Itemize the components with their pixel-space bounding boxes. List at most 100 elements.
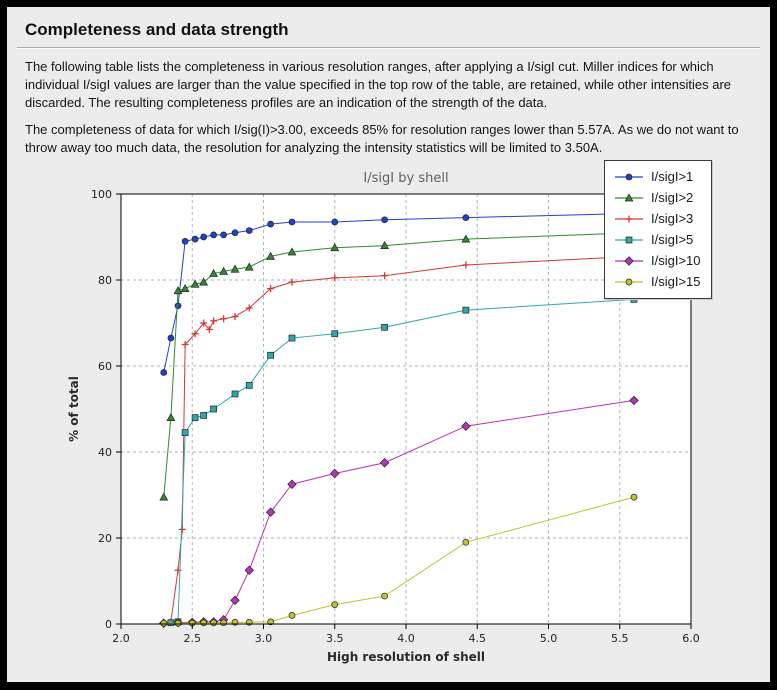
- legend-label: I/sigI>2: [651, 190, 694, 206]
- page-title: Completeness and data strength: [25, 20, 289, 39]
- data-point-marker: [160, 368, 168, 376]
- series-line: [163, 212, 635, 373]
- data-point-marker: [288, 218, 296, 225]
- legend-label: I/sigI>3: [651, 211, 694, 227]
- conclusion-paragraph: The completeness of data for which I/sig…: [25, 121, 739, 155]
- data-point-marker: [287, 247, 297, 256]
- data-point-marker: [159, 492, 169, 501]
- series-line: [163, 231, 635, 497]
- data-point-marker: [624, 193, 634, 202]
- y-tick-label: 20: [98, 532, 112, 545]
- data-point-marker: [379, 457, 390, 468]
- data-point-marker: [267, 618, 274, 625]
- data-point-marker: [244, 262, 254, 271]
- y-tick-label: 80: [98, 274, 112, 287]
- data-point-marker: [380, 240, 390, 249]
- legend-item: I/sigI>1: [614, 168, 701, 186]
- data-point-marker: [266, 251, 276, 260]
- y-tick-label: 0: [105, 618, 112, 631]
- data-point-marker: [219, 266, 228, 275]
- data-point-marker: [190, 279, 200, 288]
- data-point-marker: [230, 595, 240, 605]
- data-point-marker: [267, 351, 274, 359]
- report-page: Completeness and data strength The follo…: [7, 7, 770, 682]
- x-tick-label: 4.5: [469, 632, 487, 645]
- chart-legend: I/sigI>1 I/sigI>2 I/sigI>3 I/sigI>5 I/sigI>1…: [604, 159, 712, 299]
- intro-paragraph: The following table lists the completene…: [25, 59, 732, 110]
- y-tick-label: 40: [98, 446, 112, 459]
- legend-item: I/sigI>10: [614, 252, 701, 270]
- data-point-marker: [265, 507, 276, 517]
- legend-item: I/sigI>2: [614, 189, 701, 207]
- data-point-marker: [462, 538, 470, 546]
- data-point-marker: [331, 330, 339, 337]
- data-point-marker: [461, 234, 471, 243]
- data-point-marker: [209, 268, 219, 277]
- legend-sample-triangle-icon: [615, 193, 643, 202]
- legend-label: I/sigI>1: [651, 169, 694, 185]
- legend-sample-plus-icon: [615, 215, 643, 223]
- data-point-marker: [174, 302, 182, 309]
- x-tick-label: 3.0: [255, 632, 273, 645]
- y-tick-label: 100: [91, 188, 112, 201]
- legend-sample-diamond-icon: [615, 255, 643, 266]
- data-point-marker: [181, 428, 189, 436]
- data-point-marker: [381, 216, 388, 223]
- data-point-marker: [629, 395, 639, 405]
- data-point-marker: [462, 306, 470, 314]
- legend-sample-circle-icon: [615, 278, 643, 286]
- data-point-marker: [288, 611, 296, 619]
- data-point-marker: [625, 173, 633, 181]
- data-point-marker: [244, 565, 254, 575]
- data-point-marker: [200, 619, 207, 626]
- data-point-marker: [231, 390, 239, 397]
- x-axis-label: High resolution of shell: [327, 650, 485, 664]
- y-tick-label: 60: [98, 360, 112, 373]
- series-I/sigI>5: [167, 295, 638, 626]
- data-point-marker: [200, 411, 207, 419]
- data-point-marker: [174, 619, 182, 627]
- title-divider: [17, 47, 760, 49]
- data-point-marker: [461, 421, 471, 431]
- chart-title: I/sigI by shell: [363, 171, 448, 186]
- data-point-marker: [331, 218, 339, 225]
- data-point-marker: [200, 233, 207, 241]
- data-point-marker: [199, 277, 209, 286]
- x-tick-label: 4.0: [397, 632, 415, 645]
- x-tick-label: 2.0: [112, 632, 130, 645]
- data-point-marker: [267, 220, 274, 228]
- data-point-marker: [180, 283, 190, 292]
- data-point-marker: [191, 413, 199, 421]
- data-point-marker: [220, 231, 227, 238]
- data-point-marker: [330, 242, 340, 251]
- chart-section: 2.0 2.5 3.0 3.5 4.0 4.5 5.0 5.5 6.0 0 20 40 60 80 100 I…: [63, 159, 733, 671]
- data-point-marker: [624, 255, 634, 266]
- x-tick-label: 3.5: [326, 632, 344, 645]
- data-point-marker: [191, 235, 199, 243]
- legend-label: I/sigI>5: [651, 232, 694, 248]
- data-point-marker: [330, 468, 340, 478]
- legend-item: I/sigI>5: [614, 231, 701, 249]
- data-point-marker: [231, 229, 239, 236]
- data-point-marker: [160, 619, 168, 627]
- data-point-marker: [210, 405, 217, 413]
- legend-item: I/sigI>15: [614, 273, 701, 291]
- data-point-marker: [287, 479, 297, 489]
- data-point-marker: [220, 619, 227, 626]
- data-point-marker: [630, 493, 638, 501]
- data-point-marker: [166, 412, 176, 421]
- data-point-marker: [167, 334, 175, 342]
- data-point-marker: [245, 381, 253, 389]
- data-point-marker: [381, 592, 388, 600]
- data-point-marker: [462, 213, 470, 221]
- x-tick-label: 6.0: [682, 632, 700, 645]
- x-tick-label: 5.0: [540, 632, 558, 645]
- data-point-marker: [625, 236, 633, 244]
- data-point-marker: [210, 231, 217, 238]
- data-point-marker: [230, 264, 240, 273]
- data-point-marker: [381, 323, 388, 331]
- y-axis-label: % of total: [67, 376, 81, 442]
- data-point-marker: [625, 278, 633, 286]
- data-point-marker: [245, 226, 253, 234]
- legend-sample-circle-icon: [615, 173, 643, 181]
